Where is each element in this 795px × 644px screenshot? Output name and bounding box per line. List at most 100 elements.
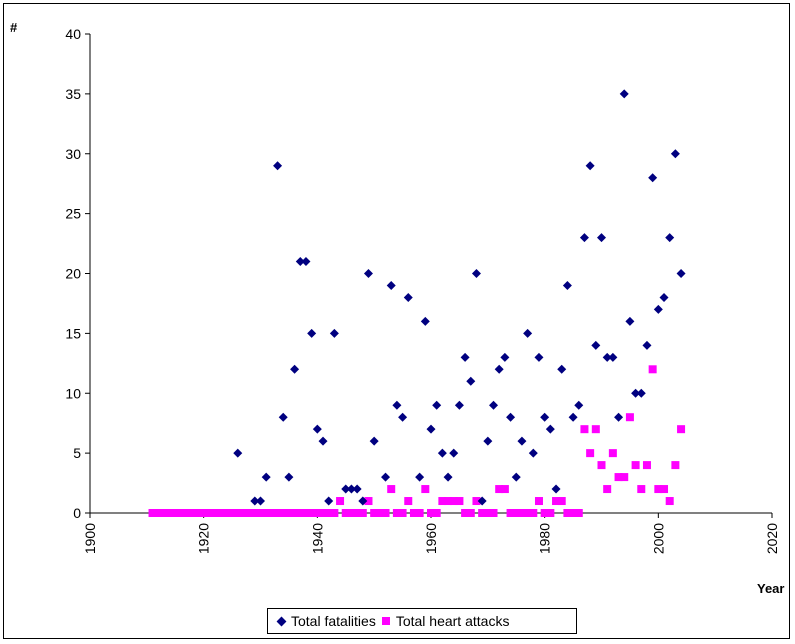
point-fatalities	[392, 400, 402, 410]
point-heart-attacks	[540, 509, 549, 517]
point-fatalities	[420, 316, 430, 326]
point-fatalities	[381, 472, 391, 482]
x-tick-label: 1920	[196, 523, 212, 554]
x-axis-title: Year	[757, 581, 784, 596]
legend-label-heart-attacks: Total heart attacks	[395, 613, 510, 629]
point-fatalities	[648, 173, 658, 183]
y-axis-title: #	[10, 20, 18, 35]
point-heart-attacks	[284, 509, 293, 517]
point-fatalities	[591, 340, 601, 350]
legend-item-heart-attacks: Total heart attacks	[381, 613, 510, 629]
axes	[89, 34, 772, 514]
point-heart-attacks	[455, 497, 464, 506]
point-heart-attacks	[341, 509, 350, 517]
point-fatalities	[318, 436, 328, 446]
point-heart-attacks	[523, 509, 532, 517]
point-fatalities	[562, 280, 572, 290]
point-heart-attacks	[529, 509, 538, 517]
point-fatalities	[676, 269, 686, 278]
point-heart-attacks	[171, 509, 180, 517]
point-fatalities	[301, 257, 311, 267]
point-heart-attacks	[279, 509, 288, 517]
point-heart-attacks	[239, 509, 248, 517]
y-tick-label: 40	[65, 26, 81, 42]
point-heart-attacks	[438, 497, 447, 506]
point-fatalities	[568, 412, 578, 422]
point-heart-attacks	[654, 485, 663, 494]
point-heart-attacks	[387, 485, 396, 494]
point-heart-attacks	[415, 509, 424, 517]
point-heart-attacks	[381, 509, 390, 517]
point-heart-attacks	[199, 509, 208, 517]
point-heart-attacks	[432, 509, 441, 517]
point-heart-attacks	[205, 509, 214, 517]
point-heart-attacks	[563, 509, 572, 517]
legend-diamond-marker	[276, 616, 287, 626]
point-heart-attacks	[580, 425, 589, 434]
point-heart-attacks	[512, 509, 521, 517]
point-heart-attacks	[409, 509, 418, 517]
point-fatalities	[432, 400, 442, 410]
legend-item-fatalities: Total fatalities	[276, 613, 376, 629]
point-fatalities	[352, 484, 362, 494]
point-fatalities	[614, 412, 624, 422]
point-heart-attacks	[233, 509, 242, 517]
point-heart-attacks	[330, 509, 339, 517]
point-fatalities	[278, 412, 288, 422]
point-heart-attacks	[256, 509, 265, 517]
point-fatalities	[494, 364, 504, 374]
chart-frame	[3, 3, 790, 639]
point-fatalities	[466, 376, 476, 386]
point-heart-attacks	[574, 509, 583, 517]
point-heart-attacks	[290, 509, 299, 517]
point-heart-attacks	[188, 509, 197, 517]
point-heart-attacks	[193, 509, 202, 517]
point-heart-attacks	[228, 509, 237, 517]
point-heart-attacks	[495, 485, 504, 494]
point-fatalities	[619, 89, 629, 99]
point-fatalities	[295, 257, 305, 267]
point-fatalities	[471, 269, 481, 278]
point-heart-attacks	[597, 461, 606, 470]
x-tick-label: 2020	[764, 523, 780, 554]
point-heart-attacks	[267, 509, 276, 517]
point-fatalities	[665, 233, 675, 243]
point-heart-attacks	[665, 497, 674, 506]
point-heart-attacks	[211, 509, 220, 517]
point-fatalities	[454, 400, 464, 410]
point-heart-attacks	[245, 509, 254, 517]
point-fatalities	[284, 472, 294, 482]
point-heart-attacks	[472, 497, 481, 506]
x-tick-label: 1900	[82, 523, 98, 554]
point-heart-attacks	[449, 497, 458, 506]
point-fatalities	[363, 269, 373, 278]
x-ticks: 1900 1920 1940 1960 1980 2000 2020	[82, 513, 780, 554]
point-heart-attacks	[534, 497, 543, 506]
point-heart-attacks	[324, 509, 333, 517]
point-heart-attacks	[313, 509, 322, 517]
point-fatalities	[528, 448, 538, 458]
point-fatalities	[261, 472, 271, 482]
point-heart-attacks	[552, 497, 561, 506]
point-heart-attacks	[557, 497, 566, 506]
point-heart-attacks	[546, 509, 555, 517]
point-fatalities	[483, 436, 493, 446]
point-heart-attacks	[677, 425, 686, 434]
x-tick-label: 2000	[650, 523, 666, 554]
point-heart-attacks	[591, 425, 600, 434]
point-heart-attacks	[483, 509, 492, 517]
point-fatalities	[233, 448, 243, 458]
point-heart-attacks	[250, 509, 259, 517]
y-tick-label: 10	[65, 385, 81, 401]
point-heart-attacks	[517, 509, 526, 517]
point-fatalities	[517, 436, 527, 446]
point-fatalities	[307, 328, 317, 338]
point-heart-attacks	[620, 473, 629, 482]
point-heart-attacks	[608, 449, 617, 458]
point-fatalities	[551, 484, 561, 494]
point-heart-attacks	[216, 509, 225, 517]
point-fatalities	[636, 388, 646, 398]
point-heart-attacks	[637, 485, 646, 494]
point-heart-attacks	[404, 497, 413, 506]
point-fatalities	[659, 292, 669, 302]
